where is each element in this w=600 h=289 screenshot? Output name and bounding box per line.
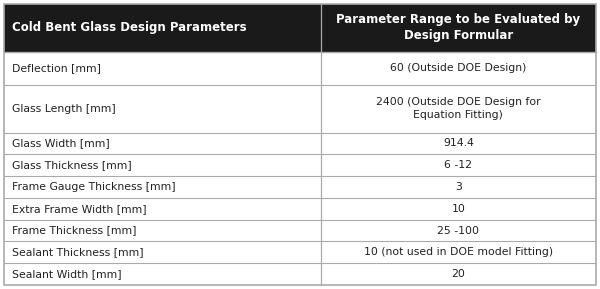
Text: 914.4: 914.4 bbox=[443, 138, 474, 149]
Text: Glass Width [mm]: Glass Width [mm] bbox=[12, 138, 110, 149]
Bar bbox=[4, 220, 321, 241]
Bar bbox=[4, 263, 321, 285]
Bar bbox=[4, 52, 321, 85]
Text: Deflection [mm]: Deflection [mm] bbox=[12, 63, 101, 73]
Text: Sealant Thickness [mm]: Sealant Thickness [mm] bbox=[12, 247, 143, 257]
Text: 10: 10 bbox=[451, 204, 465, 214]
Text: Frame Gauge Thickness [mm]: Frame Gauge Thickness [mm] bbox=[12, 182, 176, 192]
Bar bbox=[321, 241, 596, 263]
Bar bbox=[4, 154, 321, 176]
Bar bbox=[321, 4, 596, 52]
Bar bbox=[321, 52, 596, 85]
Bar bbox=[4, 133, 321, 154]
Bar bbox=[4, 241, 321, 263]
Text: Parameter Range to be Evaluated by
Design Formular: Parameter Range to be Evaluated by Desig… bbox=[336, 14, 580, 42]
Text: Extra Frame Width [mm]: Extra Frame Width [mm] bbox=[12, 204, 146, 214]
Text: Sealant Width [mm]: Sealant Width [mm] bbox=[12, 269, 122, 279]
Bar bbox=[321, 133, 596, 154]
Text: 20: 20 bbox=[451, 269, 465, 279]
Text: 60 (Outside DOE Design): 60 (Outside DOE Design) bbox=[390, 63, 527, 73]
Bar bbox=[321, 198, 596, 220]
Text: Glass Length [mm]: Glass Length [mm] bbox=[12, 103, 116, 114]
Text: 25 -100: 25 -100 bbox=[437, 225, 479, 236]
Bar bbox=[321, 220, 596, 241]
Text: 3: 3 bbox=[455, 182, 462, 192]
Bar bbox=[4, 4, 321, 52]
Text: 2400 (Outside DOE Design for
Equation Fitting): 2400 (Outside DOE Design for Equation Fi… bbox=[376, 97, 541, 120]
Bar bbox=[321, 176, 596, 198]
Bar bbox=[321, 154, 596, 176]
Text: Frame Thickness [mm]: Frame Thickness [mm] bbox=[12, 225, 137, 236]
Bar bbox=[321, 263, 596, 285]
Text: Cold Bent Glass Design Parameters: Cold Bent Glass Design Parameters bbox=[12, 21, 247, 34]
Text: Glass Thickness [mm]: Glass Thickness [mm] bbox=[12, 160, 132, 170]
Text: 6 -12: 6 -12 bbox=[445, 160, 472, 170]
Bar bbox=[4, 198, 321, 220]
Bar bbox=[4, 85, 321, 133]
Bar bbox=[321, 85, 596, 133]
Text: 10 (not used in DOE model Fitting): 10 (not used in DOE model Fitting) bbox=[364, 247, 553, 257]
Bar bbox=[4, 176, 321, 198]
